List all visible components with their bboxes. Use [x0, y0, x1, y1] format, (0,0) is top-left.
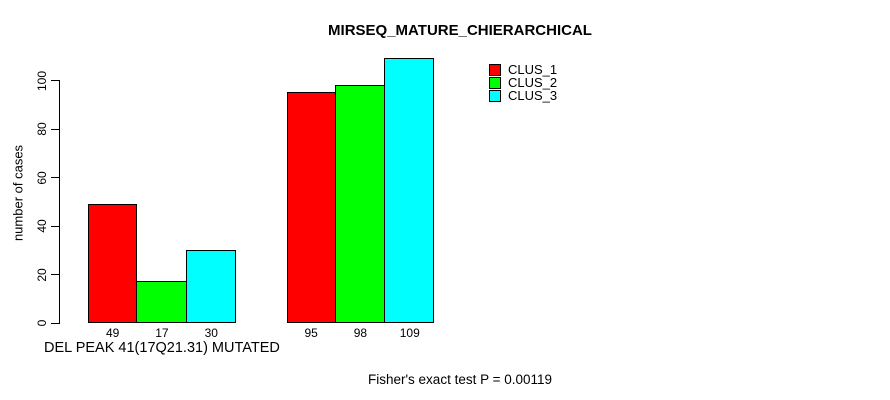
legend-swatch-icon [489, 63, 501, 76]
bar-clus_1-group2 [286, 92, 336, 323]
y-axis-label: number of cases [10, 144, 26, 242]
legend-label: CLUS_3 [508, 88, 558, 103]
y-axis-tick [50, 128, 59, 130]
chart-title: MIRSEQ_MATURE_CHIERARCHICAL [328, 22, 592, 39]
y-axis-line [58, 80, 60, 324]
bar-value-label: 49 [105, 326, 120, 340]
y-axis-tick-label: 40 [34, 219, 49, 233]
legend-item-clus_3: CLUS_3 [489, 88, 558, 103]
y-axis-tick-label: 100 [34, 70, 49, 91]
legend-swatch-icon [489, 76, 501, 89]
y-axis-tick-label: 0 [34, 319, 49, 327]
legend-label: CLUS_1 [508, 62, 558, 77]
y-axis-tick [50, 225, 59, 227]
legend-item-clus_1: CLUS_1 [489, 62, 558, 77]
y-axis-tick-label: 80 [34, 122, 49, 136]
bar-value-label: 17 [155, 326, 169, 340]
bar-clus_2-group2 [334, 84, 386, 323]
y-axis-tick-label: 20 [34, 267, 49, 282]
legend-item-clus_2: CLUS_2 [489, 75, 558, 90]
bar-clus_3-group1 [185, 249, 236, 323]
y-axis-tick [50, 274, 59, 276]
x-axis-group-label: DEL PEAK 41(17Q21.31) MUTATED [44, 340, 280, 356]
bar-clus_1-group1 [88, 203, 138, 323]
bar-clus_3-group2 [384, 58, 435, 323]
bar-value-label: 98 [353, 326, 368, 340]
legend-label: CLUS_2 [508, 75, 558, 90]
y-axis-tick-label: 60 [34, 170, 49, 185]
y-axis-tick [50, 177, 59, 179]
bar-clus_2-group1 [136, 281, 187, 323]
bar-value-label: 30 [204, 326, 218, 340]
y-axis-tick [50, 80, 59, 81]
stat-annotation: Fisher's exact test P = 0.00119 [367, 372, 553, 387]
legend: CLUS_1 CLUS_2 CLUS_3 [489, 62, 558, 103]
bar-value-label: 95 [304, 326, 318, 340]
bar-value-label: 109 [399, 326, 420, 340]
y-axis-tick [50, 322, 59, 324]
legend-swatch-icon [489, 89, 501, 102]
